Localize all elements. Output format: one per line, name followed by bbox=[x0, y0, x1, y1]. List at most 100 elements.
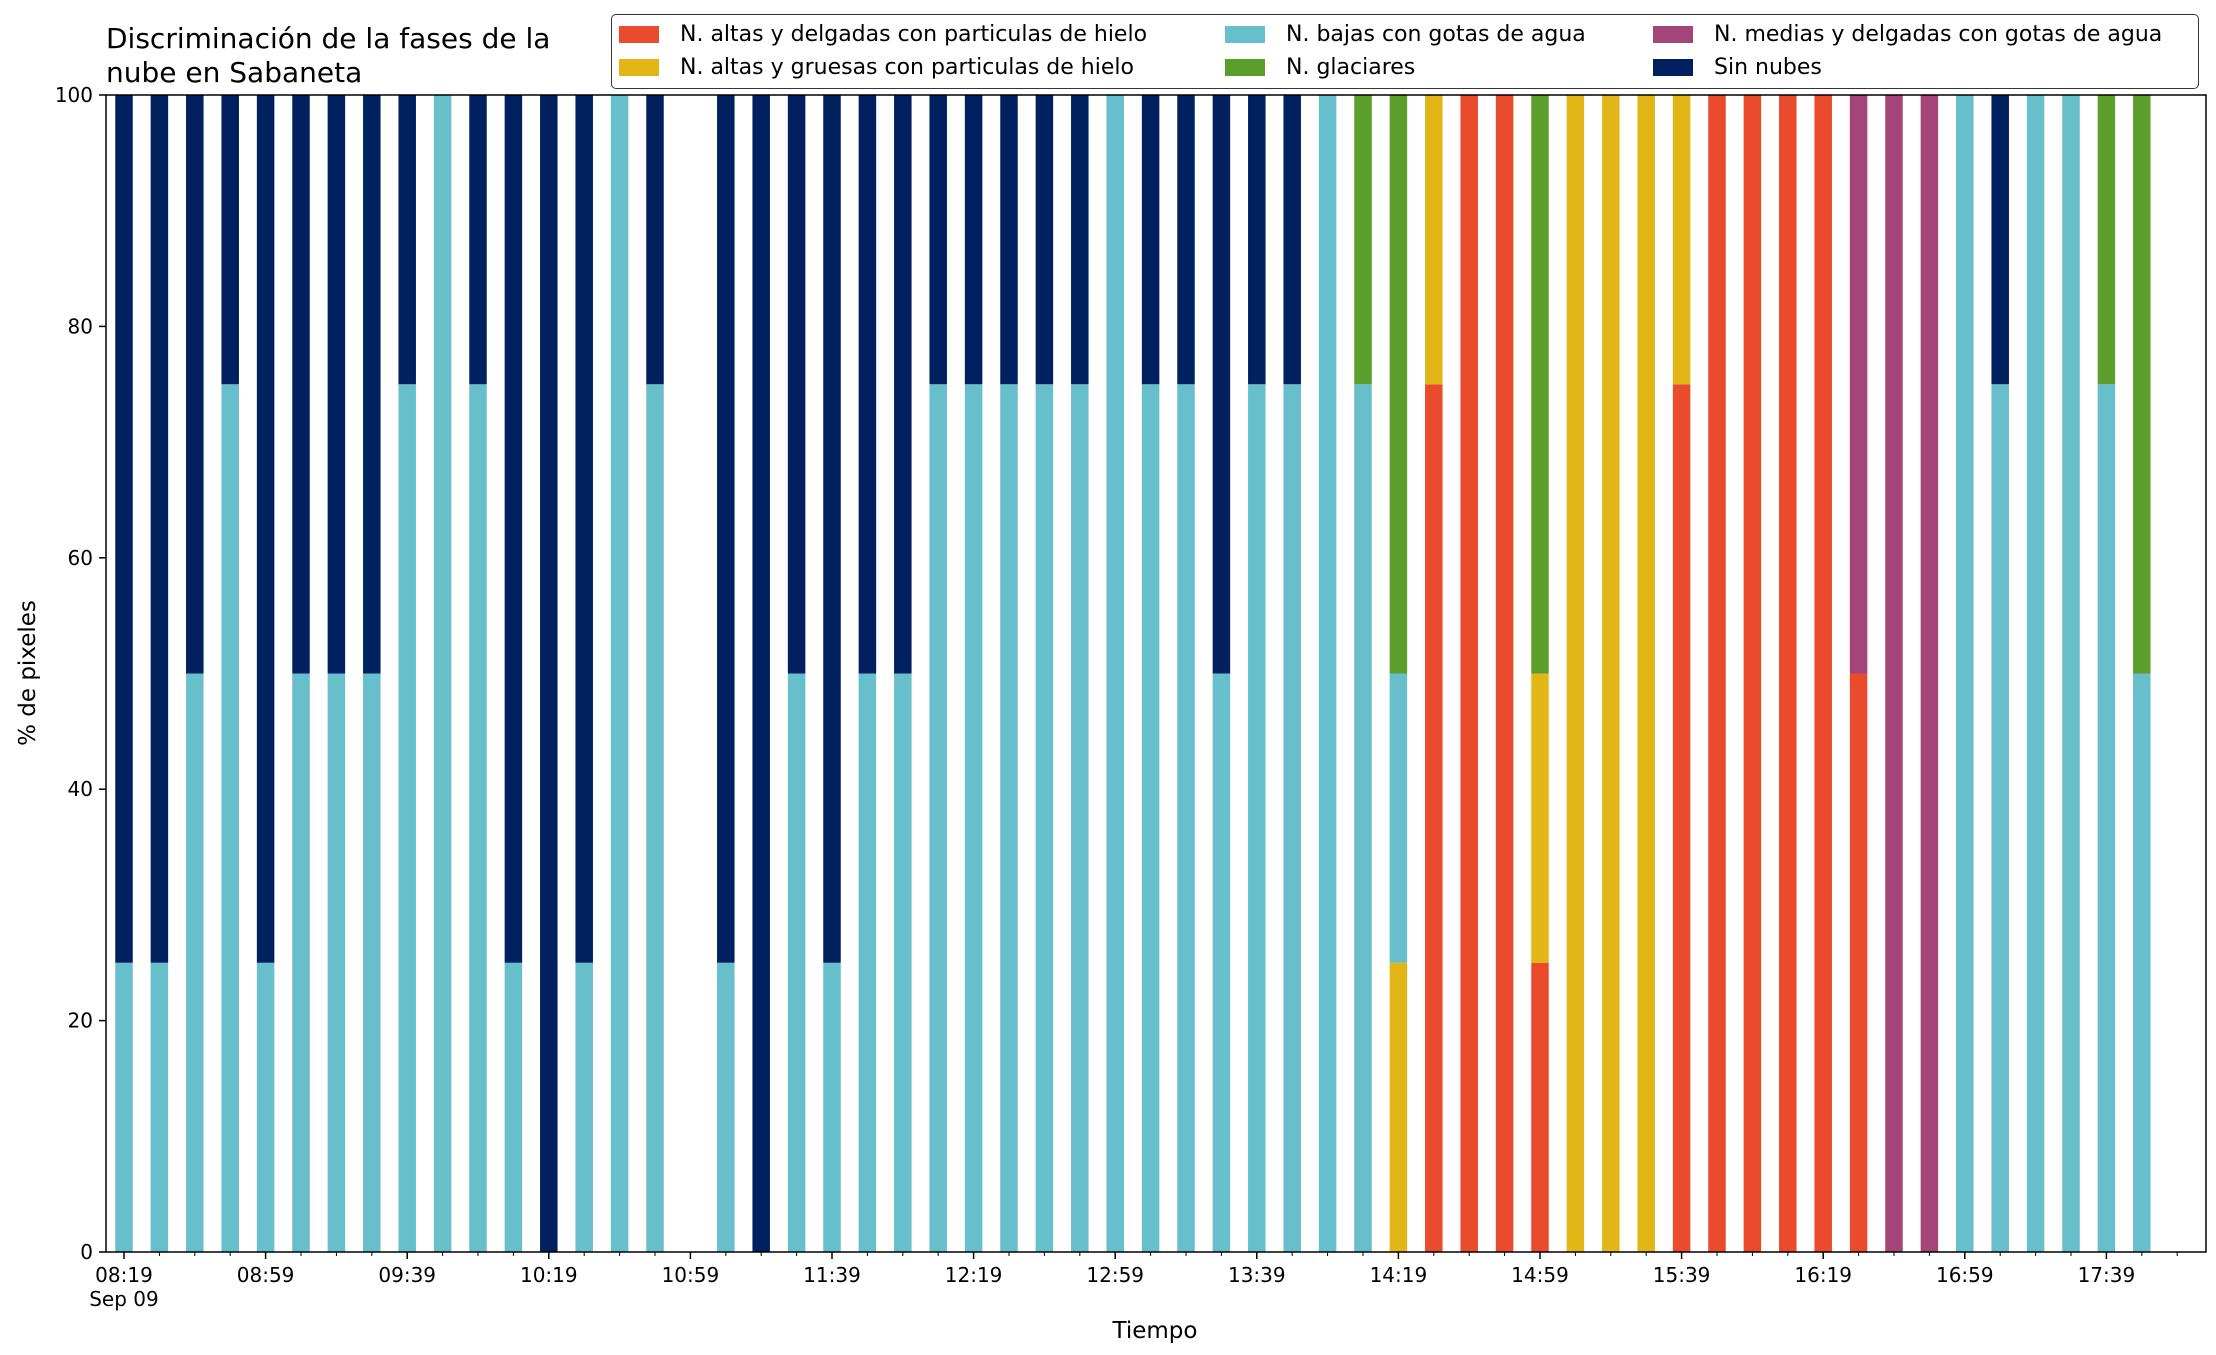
bar-segment-cyan-1709 bbox=[1991, 384, 2009, 1252]
bar-segment-cyan-0859 bbox=[256, 962, 275, 1252]
bar-segment-cyan-1009 bbox=[504, 962, 523, 1252]
bar-segment-cyan-0929 bbox=[363, 673, 381, 1252]
bar-segment-navy-1029 bbox=[575, 95, 593, 963]
bar-segment-navy-1309 bbox=[1141, 95, 1160, 385]
bar-segment-navy-0829 bbox=[150, 95, 169, 963]
bar-segment-yellow-1529 bbox=[1637, 95, 1655, 1252]
bar-segment-cyan-1659 bbox=[1956, 95, 1974, 1252]
bar-segment-purple-1639 bbox=[1885, 95, 1903, 1252]
bar-segment-cyan-1319 bbox=[1177, 384, 1195, 1252]
y-axis: 0 20 40 60 80 100 bbox=[55, 83, 106, 1264]
legend: N. altas y delgadas con particulas de hi… bbox=[611, 14, 2199, 89]
x-tick-label: 13:39 bbox=[1228, 1263, 1286, 1287]
bar-segment-cyan-1419 bbox=[1389, 673, 1408, 963]
bar-segment-navy-1149 bbox=[858, 95, 877, 674]
chart-title: Discriminación de la fases de la nube en… bbox=[106, 22, 551, 89]
legend-label: Sin nubes bbox=[1714, 54, 1822, 80]
x-tick-label: 16:19 bbox=[1794, 1263, 1852, 1287]
bar-segment-navy-0909 bbox=[292, 95, 310, 674]
legend-item-green: N. glaciares bbox=[1225, 52, 1415, 82]
bar-segment-red-1619 bbox=[1814, 95, 1832, 1252]
bar-segment-cyan-1739 bbox=[2097, 384, 2116, 1252]
bar-segment-cyan-1719 bbox=[2026, 95, 2045, 1252]
legend-swatch bbox=[619, 25, 659, 43]
legend-item-cyan: N. bajas con gotas de agua bbox=[1225, 19, 1586, 49]
bar-segment-cyan-1039 bbox=[610, 95, 629, 1252]
bar-segment-navy-1049 bbox=[646, 95, 664, 385]
bar-segment-cyan-0819 bbox=[115, 962, 133, 1252]
bar-segment-cyan-0909 bbox=[292, 673, 310, 1252]
bar-segment-cyan-1249 bbox=[1071, 384, 1089, 1252]
y-axis-label: % de pixeles bbox=[15, 600, 41, 746]
bar-segment-cyan-1219 bbox=[964, 384, 983, 1252]
x-tick-label: 12:59 bbox=[1086, 1263, 1144, 1287]
bar-segment-yellow-1459 bbox=[1531, 673, 1549, 963]
bar-segment-navy-0959 bbox=[469, 95, 487, 385]
bar-segment-green-1739 bbox=[2097, 95, 2116, 385]
legend-label: N. glaciares bbox=[1286, 54, 1416, 80]
bar-segment-cyan-1049 bbox=[646, 384, 664, 1252]
bar-segment-red-1449 bbox=[1495, 95, 1514, 1252]
bar-segment-navy-0939 bbox=[398, 95, 416, 385]
bar-segment-navy-0929 bbox=[363, 95, 381, 674]
bar-segment-navy-1239 bbox=[1035, 95, 1054, 385]
bar-segment-cyan-1309 bbox=[1141, 384, 1160, 1252]
bar-segment-cyan-1149 bbox=[858, 673, 877, 1252]
bar-segment-navy-1709 bbox=[1991, 95, 2009, 385]
bar-segment-navy-1109 bbox=[717, 95, 735, 963]
bar-segment-navy-1129 bbox=[787, 95, 806, 674]
legend-swatch bbox=[1225, 58, 1265, 76]
x-tick-label: 14:59 bbox=[1511, 1263, 1569, 1287]
bar-segment-cyan-1359 bbox=[1318, 95, 1337, 1252]
bar-segment-cyan-0959 bbox=[469, 384, 487, 1252]
bar-segment-navy-1249 bbox=[1071, 95, 1089, 385]
legend-swatch bbox=[1225, 25, 1265, 43]
bar-segment-green-1459 bbox=[1531, 95, 1549, 674]
bar-segment-cyan-0839 bbox=[186, 673, 204, 1252]
bar-segment-yellow-1539 bbox=[1672, 95, 1691, 385]
bar-segment-navy-0919 bbox=[327, 95, 346, 674]
bar-segment-navy-1159 bbox=[894, 95, 912, 674]
bar-segment-cyan-1129 bbox=[787, 673, 806, 1252]
bar-segment-cyan-1209 bbox=[929, 384, 947, 1252]
legend-label: N. bajas con gotas de agua bbox=[1286, 21, 1586, 47]
x-tick-label: 11:39 bbox=[803, 1263, 861, 1287]
bar-segment-navy-1329 bbox=[1212, 95, 1231, 674]
legend-item-navy: Sin nubes bbox=[1653, 52, 1822, 82]
y-tick-label: 40 bbox=[68, 777, 93, 801]
x-tick-label: 08:59 bbox=[237, 1263, 295, 1287]
x-tick-label: 10:19 bbox=[520, 1263, 578, 1287]
bar-segment-navy-1119 bbox=[752, 95, 770, 1252]
bar-segment-cyan-1409 bbox=[1354, 384, 1372, 1252]
bar-segment-cyan-1329 bbox=[1212, 673, 1231, 1252]
y-tick-label: 100 bbox=[55, 83, 93, 107]
bar-segment-cyan-1229 bbox=[1000, 384, 1018, 1252]
bar-segment-cyan-1109 bbox=[717, 962, 735, 1252]
bar-segment-cyan-0849 bbox=[221, 384, 239, 1252]
bar-segment-red-1429 bbox=[1425, 384, 1443, 1252]
bar-segment-cyan-1159 bbox=[894, 673, 912, 1252]
bar-segment-yellow-1419 bbox=[1389, 962, 1408, 1252]
x-tick-label: 10:59 bbox=[662, 1263, 720, 1287]
plot-frame bbox=[105, 94, 2207, 1253]
bar-segment-cyan-0939 bbox=[398, 384, 416, 1252]
bar-segment-purple-1649 bbox=[1920, 95, 1939, 1252]
bar-segment-navy-0819 bbox=[115, 95, 133, 963]
bar-segment-red-1459 bbox=[1531, 962, 1549, 1252]
legend-swatch bbox=[1653, 25, 1693, 43]
bar-segment-cyan-1749 bbox=[2133, 673, 2151, 1252]
bar-segment-navy-0849 bbox=[221, 95, 239, 385]
bar-segment-navy-1319 bbox=[1177, 95, 1195, 385]
bar-segment-cyan-1349 bbox=[1283, 384, 1301, 1252]
legend-label: N. altas y gruesas con particulas de hie… bbox=[680, 54, 1134, 80]
x-tick-label: 14:19 bbox=[1370, 1263, 1428, 1287]
legend-item-red: N. altas y delgadas con particulas de hi… bbox=[619, 19, 1147, 49]
x-tick-label: 09:39 bbox=[378, 1263, 436, 1287]
bar-segment-navy-1139 bbox=[823, 95, 841, 963]
x-tick-label: 15:39 bbox=[1653, 1263, 1711, 1287]
bar-segment-yellow-1519 bbox=[1602, 95, 1620, 1252]
bar-segment-green-1409 bbox=[1354, 95, 1372, 385]
bar-segment-yellow-1429 bbox=[1425, 95, 1443, 385]
bar-segment-cyan-0949 bbox=[433, 95, 452, 1252]
legend-label: N. medias y delgadas con gotas de agua bbox=[1714, 21, 2163, 47]
